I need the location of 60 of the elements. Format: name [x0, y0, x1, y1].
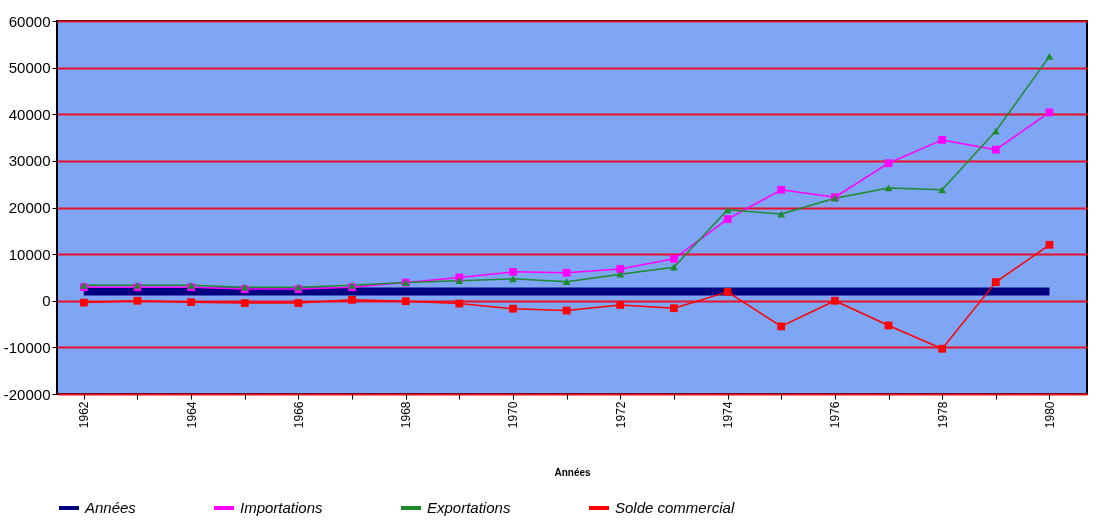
point	[348, 295, 356, 304]
y-tick-label: 0	[42, 292, 51, 310]
x-tick-label: 1962	[77, 401, 92, 429]
x-tick-label: 1966	[291, 401, 306, 429]
y-tick-label: 40000	[8, 105, 51, 123]
y-tick-label: -20000	[3, 385, 51, 403]
x-tick-label: 1964	[184, 401, 199, 429]
point	[294, 299, 303, 307]
x-tick-label: 1980	[1042, 401, 1057, 429]
x-tick-label: 1968	[399, 401, 414, 429]
point	[777, 322, 786, 331]
legend-label: Exportations	[427, 499, 511, 516]
point	[991, 145, 1000, 154]
point	[777, 185, 786, 194]
point	[616, 270, 625, 278]
point	[884, 159, 893, 168]
x-tick-label: 1972	[613, 401, 628, 429]
y-tick-label: 20000	[8, 199, 51, 216]
point	[670, 254, 678, 263]
x-tick-label: 1976	[828, 401, 843, 429]
point	[830, 296, 839, 305]
point	[884, 184, 893, 192]
point	[938, 344, 947, 353]
point	[938, 136, 947, 144]
point	[133, 296, 142, 305]
y-tick-label: 10000	[8, 245, 51, 263]
x-tick-label: 1974	[721, 401, 736, 429]
y-tick-label: 50000	[8, 59, 51, 77]
y-tick-label: 30000	[8, 152, 51, 170]
point	[616, 301, 625, 309]
point	[401, 297, 410, 306]
legend-label: Solde commercial	[615, 499, 735, 516]
point	[562, 306, 571, 315]
x-tick-label: 1970	[506, 401, 521, 429]
point	[723, 215, 732, 224]
point	[455, 277, 464, 285]
point	[1045, 240, 1054, 249]
point	[455, 299, 464, 308]
y-tick-label: 60000	[8, 12, 51, 30]
x-axis-title: Années	[554, 467, 591, 479]
point	[509, 275, 517, 283]
point	[670, 304, 678, 313]
point	[938, 186, 947, 194]
point	[723, 288, 732, 296]
point	[616, 265, 625, 273]
point	[723, 206, 732, 214]
y-tick-label: -10000	[3, 338, 51, 356]
point	[1045, 53, 1054, 60]
point	[240, 299, 249, 307]
point	[670, 263, 678, 271]
point	[187, 298, 195, 307]
point	[79, 298, 88, 307]
point	[562, 268, 571, 277]
point	[509, 267, 517, 276]
point	[562, 278, 571, 285]
legend-label: Importations	[240, 499, 324, 516]
x-tick-label: 1978	[935, 401, 950, 429]
legend-label: Années	[84, 499, 137, 516]
point	[991, 278, 1000, 286]
point	[509, 304, 517, 313]
